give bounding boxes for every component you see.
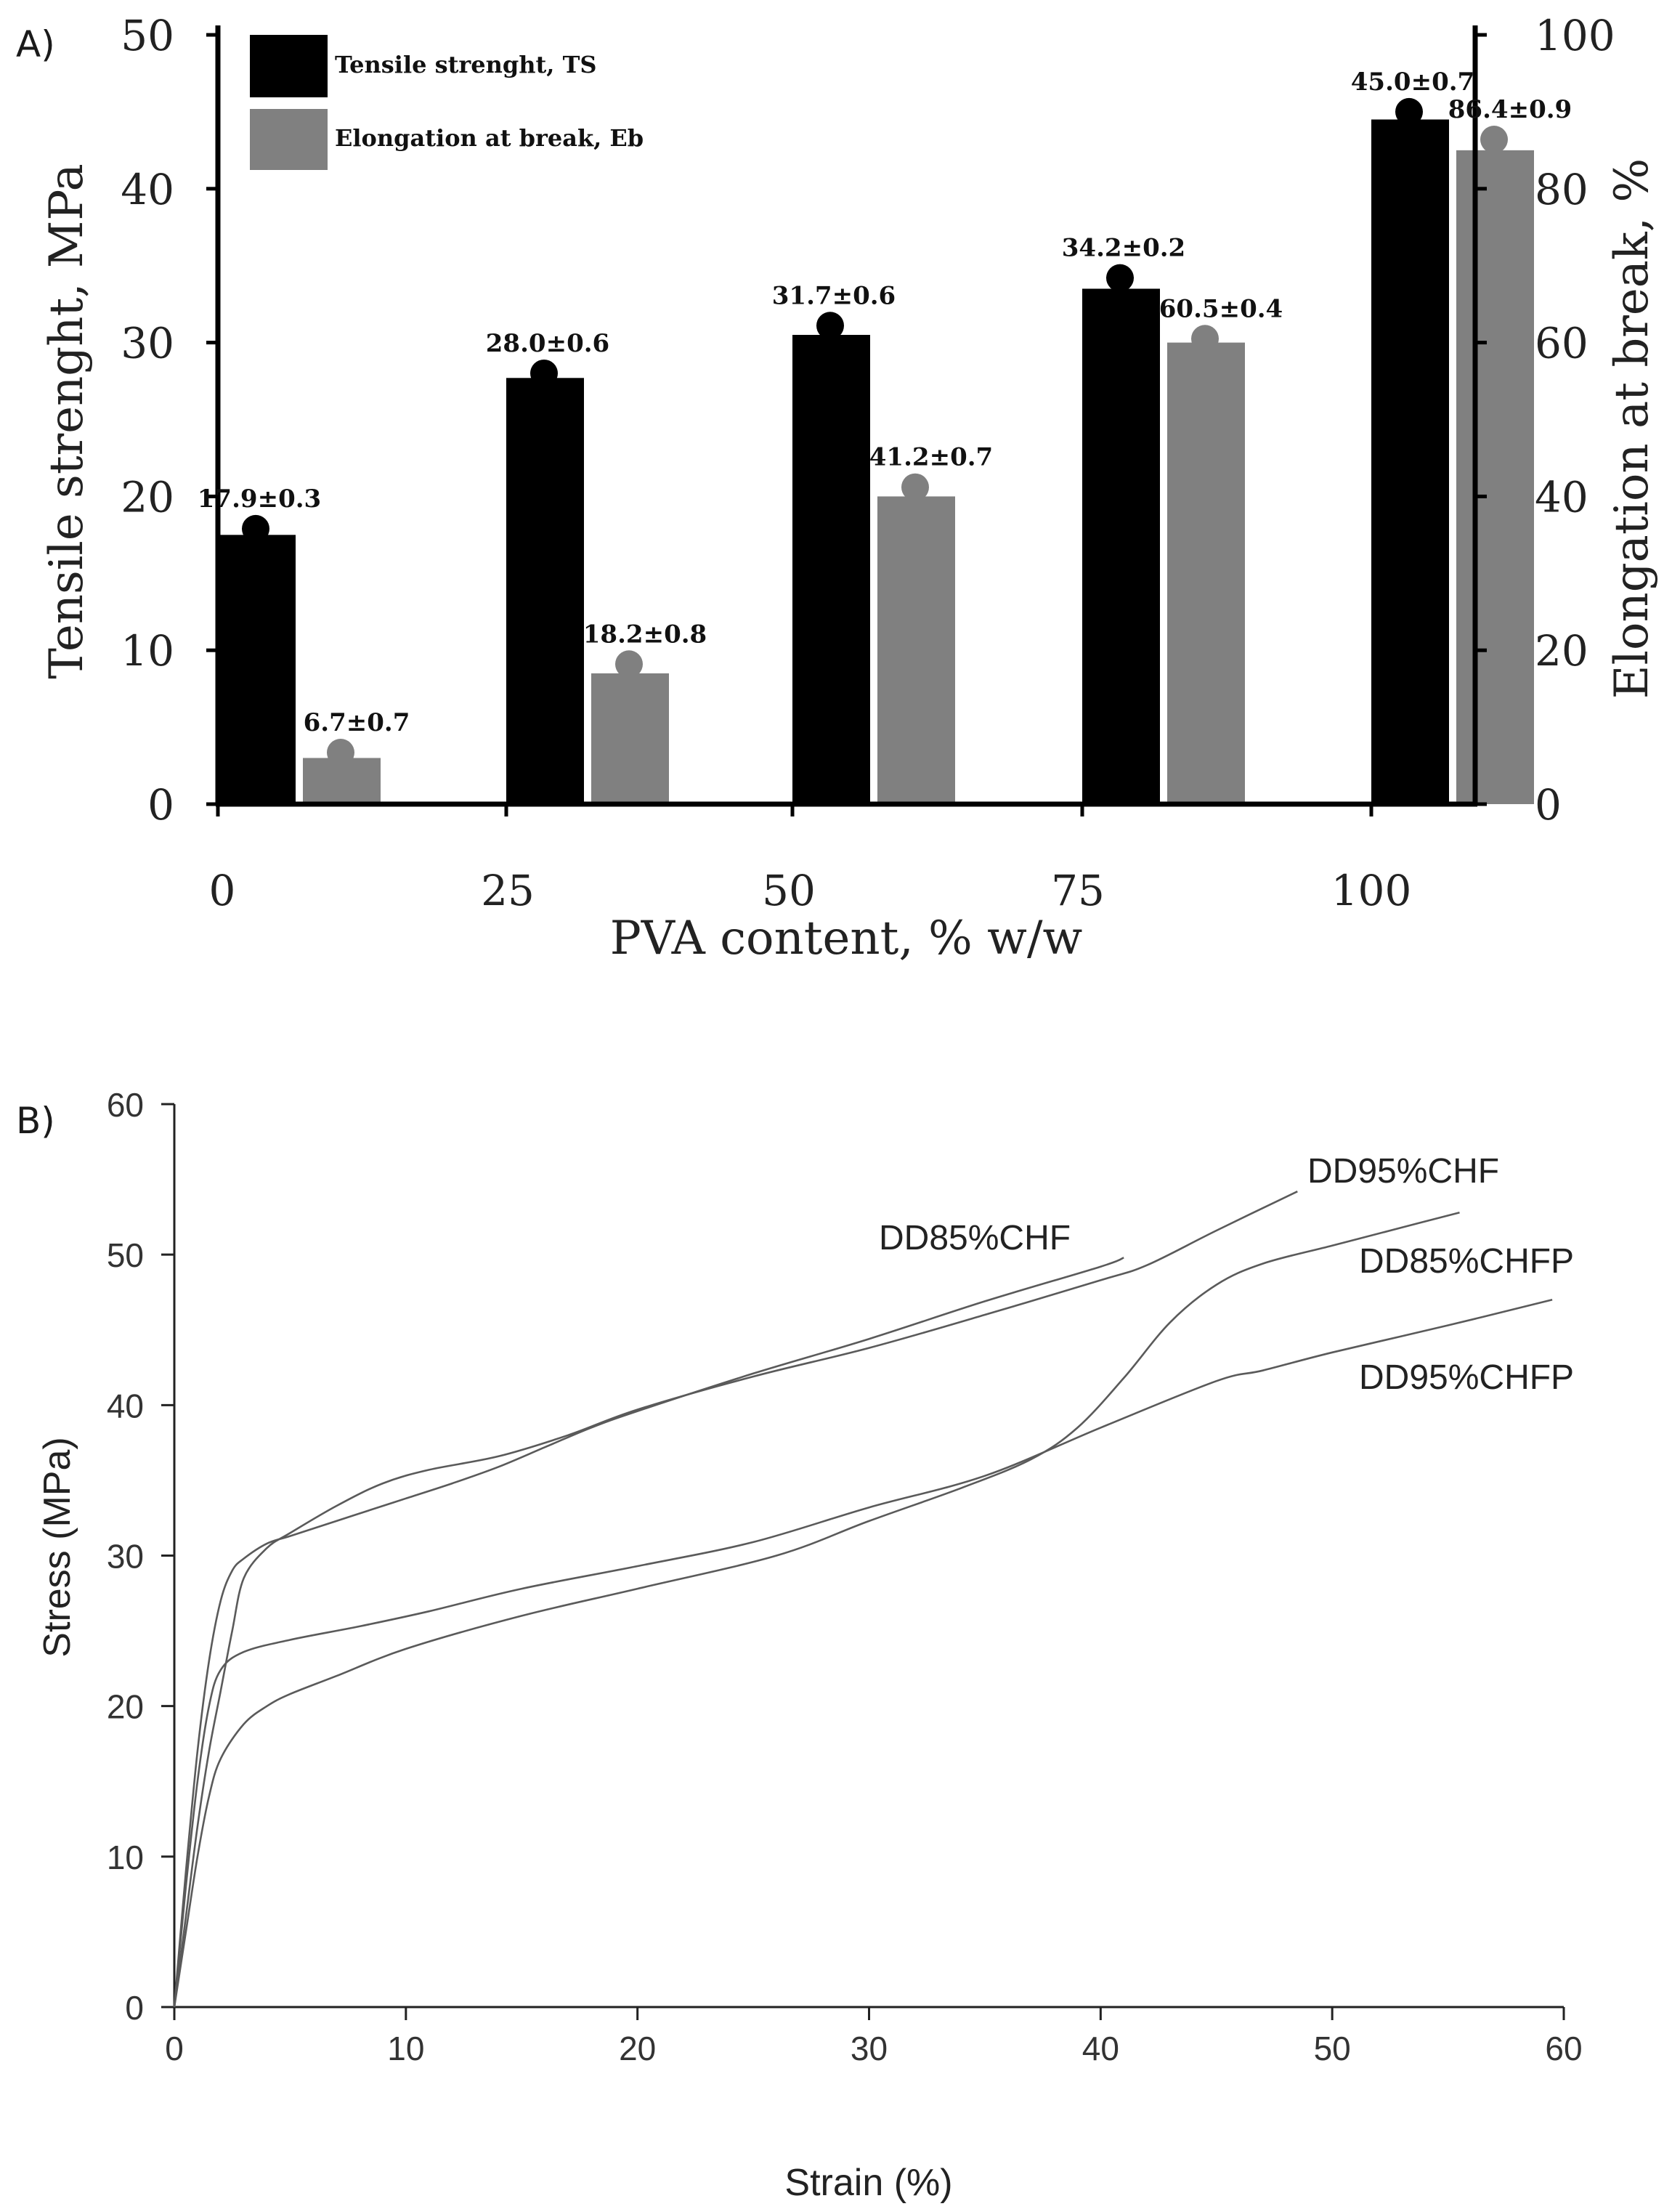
x-ticks: 0 10 20 30 40 50 60 — [165, 2007, 1583, 2067]
y-tick-label-left: 30 — [121, 319, 174, 368]
panel-b-label: B) — [16, 1100, 55, 1142]
marker-ts — [1395, 97, 1423, 126]
y-tick-label-left: 0 — [147, 780, 174, 830]
y-tick-label-right: 100 — [1535, 11, 1615, 60]
annotation-dd95-chf: DD95%CHF — [1307, 1152, 1499, 1191]
legend-label-eb: Elongation at break, Eb — [335, 124, 644, 152]
marker-ts — [530, 359, 558, 387]
legend: Tensile strenght, TS Elongation at break… — [250, 35, 644, 170]
x-tick-label: 25 — [481, 866, 535, 915]
x-axis-title: Strain (%) — [784, 2162, 952, 2204]
marker-ts — [1106, 264, 1134, 292]
bar-ts — [792, 335, 870, 804]
x-tick-label: 0 — [165, 2030, 184, 2067]
marker-group — [242, 97, 1508, 767]
data-label-eb: 18.2±0.8 — [583, 620, 707, 649]
x-axis-title: PVA content, % w/w — [610, 912, 1083, 965]
data-labels: 17.9±0.3 28.0±0.6 31.7±0.6 34.2±0.2 45.0±0.7… — [198, 68, 1572, 737]
bar-eb — [1167, 342, 1245, 805]
x-ticks: 0 25 50 75 100 — [209, 804, 1412, 915]
legend-label-ts: Tensile strenght, TS — [335, 51, 597, 78]
y-tick-label: 50 — [107, 1236, 144, 1274]
x-tick-label: 50 — [1314, 2030, 1351, 2067]
y-tick-label-left: 20 — [121, 472, 174, 522]
y-axis-title: Stress (MPa) — [36, 1437, 78, 1657]
data-label-eb: 86.4±0.9 — [1448, 95, 1572, 124]
x-tick-label: 100 — [1331, 866, 1412, 915]
legend-swatch-ts — [250, 35, 328, 97]
y-tick-label-right: 80 — [1535, 165, 1588, 214]
marker-eb — [1191, 325, 1219, 353]
bar-eb — [591, 673, 669, 804]
right-y-axis-title: Elongation at break, % — [1605, 158, 1659, 699]
left-y-ticks: 0 10 20 30 40 50 — [121, 11, 218, 830]
annotation-dd95-chfp: DD95%CHFP — [1359, 1358, 1574, 1397]
series-line-dd95-chf — [173, 1191, 1298, 2008]
bar-ts — [218, 535, 296, 804]
panel-a-label: A) — [16, 23, 55, 65]
x-tick-label: 30 — [851, 2030, 888, 2067]
y-tick-label: 10 — [107, 1839, 144, 1876]
marker-eb — [1480, 126, 1508, 154]
marker-ts — [816, 312, 844, 340]
series-lines — [173, 1191, 1553, 2008]
x-tick-label: 0 — [209, 866, 236, 915]
data-label-ts: 28.0±0.6 — [486, 329, 609, 358]
bar-ts — [1371, 119, 1449, 805]
bar-group — [218, 119, 1534, 805]
legend-swatch-eb — [250, 109, 328, 170]
x-tick-label: 10 — [387, 2030, 424, 2067]
data-label-eb: 60.5±0.4 — [1159, 294, 1283, 323]
marker-eb — [327, 739, 354, 767]
bar-eb — [877, 496, 955, 804]
data-label-ts: 45.0±0.7 — [1351, 68, 1474, 97]
y-tick-label-left: 10 — [121, 626, 174, 676]
x-tick-label: 75 — [1051, 866, 1105, 915]
y-tick-label: 40 — [107, 1387, 144, 1424]
data-label-ts: 17.9±0.3 — [198, 485, 321, 514]
series-line-dd95-chfp — [173, 1299, 1553, 2008]
bar-ts — [1082, 288, 1160, 805]
annotation-dd85-chfp: DD85%CHFP — [1359, 1242, 1574, 1281]
y-tick-label-right: 40 — [1535, 472, 1588, 522]
panel-a: A) 0 10 20 30 40 50 0 20 40 60 80 100 0 25 50 75 100 1… — [16, 11, 1659, 965]
marker-eb — [615, 650, 643, 678]
marker-eb — [901, 473, 929, 501]
x-tick-label: 20 — [619, 2030, 656, 2067]
bar-ts — [506, 378, 584, 804]
y-ticks: 0 10 20 30 40 50 60 — [107, 1086, 174, 2027]
y-tick-label-right: 20 — [1535, 626, 1588, 676]
data-label-ts: 31.7±0.6 — [772, 281, 896, 310]
y-tick-label: 20 — [107, 1688, 144, 1726]
y-tick-label-left: 50 — [121, 11, 174, 60]
data-label-eb: 6.7±0.7 — [304, 708, 410, 737]
y-tick-label-right: 60 — [1535, 319, 1588, 368]
y-tick-label: 60 — [107, 1086, 144, 1124]
x-tick-label: 50 — [762, 866, 816, 915]
right-y-ticks: 0 20 40 60 80 100 — [1475, 11, 1615, 830]
y-tick-label-right: 0 — [1535, 780, 1562, 830]
marker-ts — [242, 514, 269, 543]
x-tick-label: 60 — [1545, 2030, 1582, 2067]
y-tick-label: 0 — [125, 1989, 144, 2027]
data-label-ts: 34.2±0.2 — [1062, 234, 1185, 263]
y-tick-label-left: 40 — [121, 165, 174, 214]
annotation-dd85-chf: DD85%CHF — [879, 1219, 1071, 1257]
series-line-dd85-chfp — [173, 1211, 1460, 2008]
bar-eb — [1456, 150, 1534, 805]
x-tick-label: 40 — [1082, 2030, 1119, 2067]
data-label-eb: 41.2±0.7 — [869, 443, 993, 472]
series-line-dd85-chf — [173, 1257, 1124, 2008]
y-tick-label: 30 — [107, 1538, 144, 1576]
left-y-axis-title: Tensile strenght, MPa — [40, 163, 94, 679]
